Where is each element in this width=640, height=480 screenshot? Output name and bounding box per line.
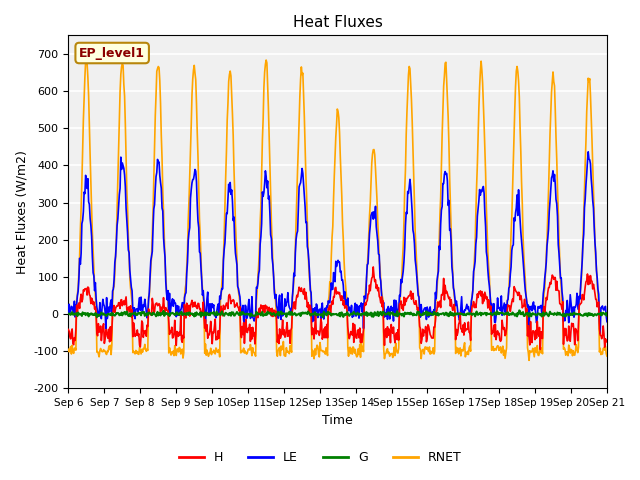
X-axis label: Time: Time xyxy=(323,414,353,427)
Legend: H, LE, G, RNET: H, LE, G, RNET xyxy=(173,446,467,469)
Text: EP_level1: EP_level1 xyxy=(79,47,145,60)
Title: Heat Fluxes: Heat Fluxes xyxy=(292,15,383,30)
Y-axis label: Heat Fluxes (W/m2): Heat Fluxes (W/m2) xyxy=(15,150,28,274)
